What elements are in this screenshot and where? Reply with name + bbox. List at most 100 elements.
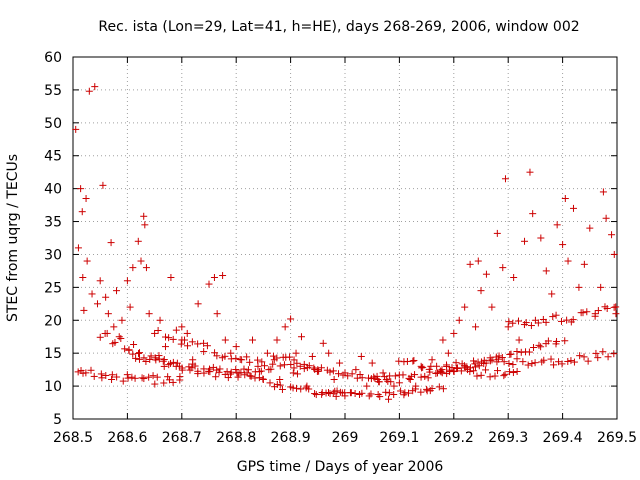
- data-point-plus: [213, 366, 221, 374]
- data-point-plus: [151, 354, 159, 362]
- data-point-plus: [506, 368, 514, 376]
- data-point-plus: [142, 264, 150, 272]
- data-point-plus: [495, 352, 503, 360]
- data-point-plus: [453, 365, 461, 373]
- data-point-plus: [363, 382, 371, 390]
- data-point-plus: [559, 241, 567, 249]
- data-point-plus: [329, 367, 337, 375]
- data-point-plus: [477, 371, 485, 379]
- data-point-plus: [129, 350, 137, 358]
- data-point-plus: [379, 369, 387, 377]
- data-point-plus: [423, 385, 431, 393]
- data-point-plus: [293, 359, 301, 367]
- data-point-plus: [374, 376, 382, 384]
- data-point-plus: [488, 303, 496, 311]
- data-point-plus: [332, 392, 340, 400]
- data-point-plus: [318, 390, 326, 398]
- data-point-plus: [564, 257, 572, 265]
- data-point-plus: [219, 272, 227, 280]
- data-point-plus: [80, 306, 88, 314]
- data-point-plus: [263, 349, 271, 357]
- data-point-plus: [145, 310, 153, 318]
- data-point-plus: [552, 311, 560, 319]
- data-point-plus: [580, 260, 588, 268]
- data-point-plus: [535, 341, 543, 349]
- data-point-plus: [286, 353, 294, 361]
- data-point-plus: [376, 393, 384, 401]
- data-point-plus: [537, 234, 545, 242]
- data-point-plus: [542, 318, 550, 326]
- data-point-plus: [370, 373, 378, 381]
- data-point-plus: [514, 317, 522, 325]
- data-point-plus: [417, 362, 425, 370]
- data-point-plus: [591, 310, 599, 318]
- data-point-plus: [96, 333, 104, 341]
- data-point-plus: [82, 195, 90, 203]
- data-point-plus: [505, 359, 513, 367]
- data-point-plus: [134, 349, 142, 357]
- y-tick-label: 25: [44, 280, 62, 296]
- data-point-plus: [78, 208, 86, 216]
- data-point-plus: [83, 257, 91, 265]
- data-point-plus: [500, 358, 508, 366]
- data-point-plus: [232, 354, 240, 362]
- data-point-plus: [314, 366, 322, 374]
- data-point-plus: [194, 300, 202, 308]
- data-point-plus: [477, 287, 485, 295]
- data-point-plus: [232, 366, 240, 374]
- data-point-plus: [115, 333, 123, 341]
- data-point-plus: [293, 384, 301, 392]
- data-point-plus: [549, 313, 557, 321]
- data-point-plus: [555, 358, 563, 366]
- data-point-plus: [159, 357, 167, 365]
- data-point-plus: [140, 354, 148, 362]
- data-point-plus: [128, 373, 136, 381]
- data-point-plus: [470, 367, 478, 375]
- data-point-plus: [569, 204, 577, 212]
- data-point-plus: [318, 388, 326, 396]
- data-point-plus: [417, 388, 425, 396]
- data-point-plus: [273, 336, 281, 344]
- data-point-plus: [280, 361, 288, 369]
- data-point-plus: [527, 322, 535, 330]
- data-point-plus: [399, 371, 407, 379]
- data-point-plus: [498, 354, 506, 362]
- data-point-plus: [382, 388, 390, 396]
- data-point-plus: [203, 342, 211, 350]
- data-point-plus: [125, 346, 133, 354]
- data-point-plus: [154, 327, 162, 335]
- data-point-plus: [575, 283, 583, 291]
- data-point-plus: [221, 352, 229, 360]
- data-point-plus: [310, 364, 318, 372]
- data-point-plus: [151, 329, 159, 337]
- grid-layer: [73, 57, 617, 419]
- data-point-plus: [495, 355, 503, 363]
- chart-title: Rec. ista (Lon=29, Lat=41, h=HE), days 2…: [98, 19, 579, 35]
- data-point-plus: [610, 250, 618, 258]
- data-point-plus: [164, 373, 172, 381]
- data-point-plus: [509, 369, 517, 377]
- data-point-plus: [553, 337, 561, 345]
- data-point-plus: [569, 316, 577, 324]
- data-point-plus: [136, 349, 144, 357]
- data-point-plus: [178, 366, 186, 374]
- data-point-plus: [473, 372, 481, 380]
- data-point-plus: [177, 340, 185, 348]
- data-point-plus: [74, 244, 82, 252]
- data-point-plus: [156, 316, 164, 324]
- data-point-plus: [88, 290, 96, 298]
- data-point-plus: [358, 374, 366, 382]
- data-point-plus: [561, 337, 569, 345]
- data-point-plus: [72, 125, 80, 133]
- data-point-plus: [103, 329, 111, 337]
- data-point-plus: [438, 366, 446, 374]
- data-point-plus: [188, 364, 196, 372]
- y-tick-label: 35: [44, 215, 62, 231]
- data-point-plus: [561, 195, 569, 203]
- data-point-plus: [603, 304, 611, 312]
- data-point-plus: [442, 361, 450, 369]
- data-point-plus: [453, 364, 461, 372]
- data-point-plus: [522, 319, 530, 327]
- data-point-plus: [346, 389, 354, 397]
